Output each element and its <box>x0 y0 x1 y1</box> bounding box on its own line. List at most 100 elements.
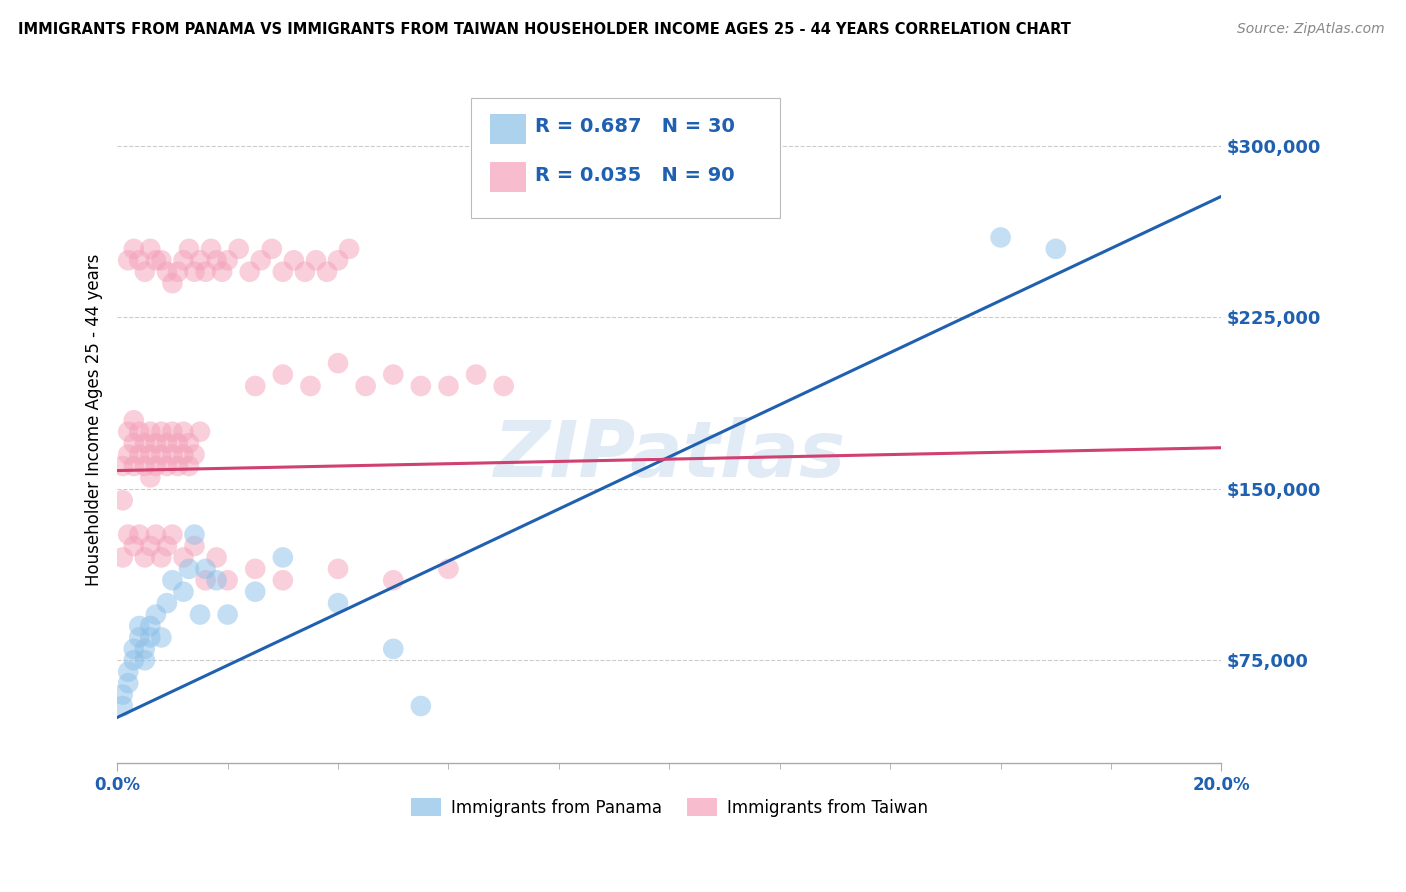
Point <box>145 253 167 268</box>
Point <box>177 242 200 256</box>
Point <box>465 368 488 382</box>
FancyBboxPatch shape <box>471 98 780 218</box>
Point <box>1045 242 1067 256</box>
Point <box>409 698 432 713</box>
Point <box>156 458 179 473</box>
FancyBboxPatch shape <box>491 161 526 192</box>
Point <box>228 242 250 256</box>
Point <box>122 436 145 450</box>
Point <box>990 230 1012 244</box>
Point <box>139 448 162 462</box>
Point <box>122 641 145 656</box>
Point <box>128 448 150 462</box>
Point <box>150 448 173 462</box>
Point <box>111 493 134 508</box>
Point <box>245 379 267 393</box>
Point <box>167 458 190 473</box>
Point <box>111 688 134 702</box>
Point <box>326 253 349 268</box>
Point <box>200 242 222 256</box>
Point <box>183 527 205 541</box>
Point <box>205 253 228 268</box>
Point <box>172 550 194 565</box>
Point <box>326 562 349 576</box>
Point <box>162 425 184 439</box>
Point <box>162 276 184 290</box>
Point <box>382 641 405 656</box>
Point <box>245 562 267 576</box>
Point <box>128 253 150 268</box>
Point <box>167 436 190 450</box>
Point <box>134 436 156 450</box>
Point <box>134 458 156 473</box>
Point <box>188 607 211 622</box>
Point <box>156 596 179 610</box>
Point <box>177 436 200 450</box>
Point <box>156 436 179 450</box>
Point <box>188 425 211 439</box>
Point <box>150 550 173 565</box>
Point <box>271 550 294 565</box>
Point <box>128 527 150 541</box>
Point <box>245 584 267 599</box>
Point <box>194 265 217 279</box>
Point <box>145 607 167 622</box>
Point <box>162 527 184 541</box>
Point <box>134 641 156 656</box>
Point <box>139 425 162 439</box>
Point <box>271 368 294 382</box>
Point <box>111 458 134 473</box>
Point <box>117 253 139 268</box>
Point <box>117 425 139 439</box>
Point <box>117 665 139 679</box>
FancyBboxPatch shape <box>491 114 526 144</box>
Point <box>128 619 150 633</box>
Text: R = 0.687   N = 30: R = 0.687 N = 30 <box>534 118 734 136</box>
Point <box>145 458 167 473</box>
Point <box>183 265 205 279</box>
Point <box>172 448 194 462</box>
Point <box>122 653 145 667</box>
Point <box>122 539 145 553</box>
Point <box>294 265 316 279</box>
Point <box>409 379 432 393</box>
Text: Source: ZipAtlas.com: Source: ZipAtlas.com <box>1237 22 1385 37</box>
Point <box>299 379 322 393</box>
Point <box>117 448 139 462</box>
Point <box>217 253 239 268</box>
Point <box>172 584 194 599</box>
Point <box>382 368 405 382</box>
Point <box>249 253 271 268</box>
Text: R = 0.035   N = 90: R = 0.035 N = 90 <box>534 166 734 185</box>
Point <box>172 253 194 268</box>
Point <box>145 436 167 450</box>
Legend: Immigrants from Panama, Immigrants from Taiwan: Immigrants from Panama, Immigrants from … <box>404 791 935 823</box>
Y-axis label: Householder Income Ages 25 - 44 years: Householder Income Ages 25 - 44 years <box>86 254 103 586</box>
Point <box>111 550 134 565</box>
Point <box>162 448 184 462</box>
Point <box>128 631 150 645</box>
Point <box>337 242 360 256</box>
Point <box>156 539 179 553</box>
Point <box>122 413 145 427</box>
Point <box>326 596 349 610</box>
Point <box>162 574 184 588</box>
Point <box>139 470 162 484</box>
Point <box>150 425 173 439</box>
Point <box>139 242 162 256</box>
Point <box>194 562 217 576</box>
Point <box>205 550 228 565</box>
Point <box>271 574 294 588</box>
Point <box>326 356 349 370</box>
Point <box>134 265 156 279</box>
Text: IMMIGRANTS FROM PANAMA VS IMMIGRANTS FROM TAIWAN HOUSEHOLDER INCOME AGES 25 - 44: IMMIGRANTS FROM PANAMA VS IMMIGRANTS FRO… <box>18 22 1071 37</box>
Point <box>271 265 294 279</box>
Point <box>205 574 228 588</box>
Point <box>354 379 377 393</box>
Point <box>260 242 283 256</box>
Point <box>134 653 156 667</box>
Point <box>139 631 162 645</box>
Point <box>437 379 460 393</box>
Point <box>111 698 134 713</box>
Point <box>305 253 328 268</box>
